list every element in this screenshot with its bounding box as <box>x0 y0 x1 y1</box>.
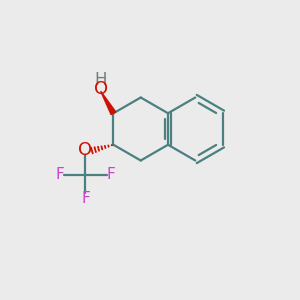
Polygon shape <box>101 91 116 115</box>
Text: H: H <box>94 71 107 89</box>
Text: O: O <box>94 80 108 98</box>
Text: O: O <box>78 141 92 159</box>
Text: F: F <box>56 167 64 182</box>
Text: F: F <box>81 191 90 206</box>
Text: F: F <box>106 167 115 182</box>
